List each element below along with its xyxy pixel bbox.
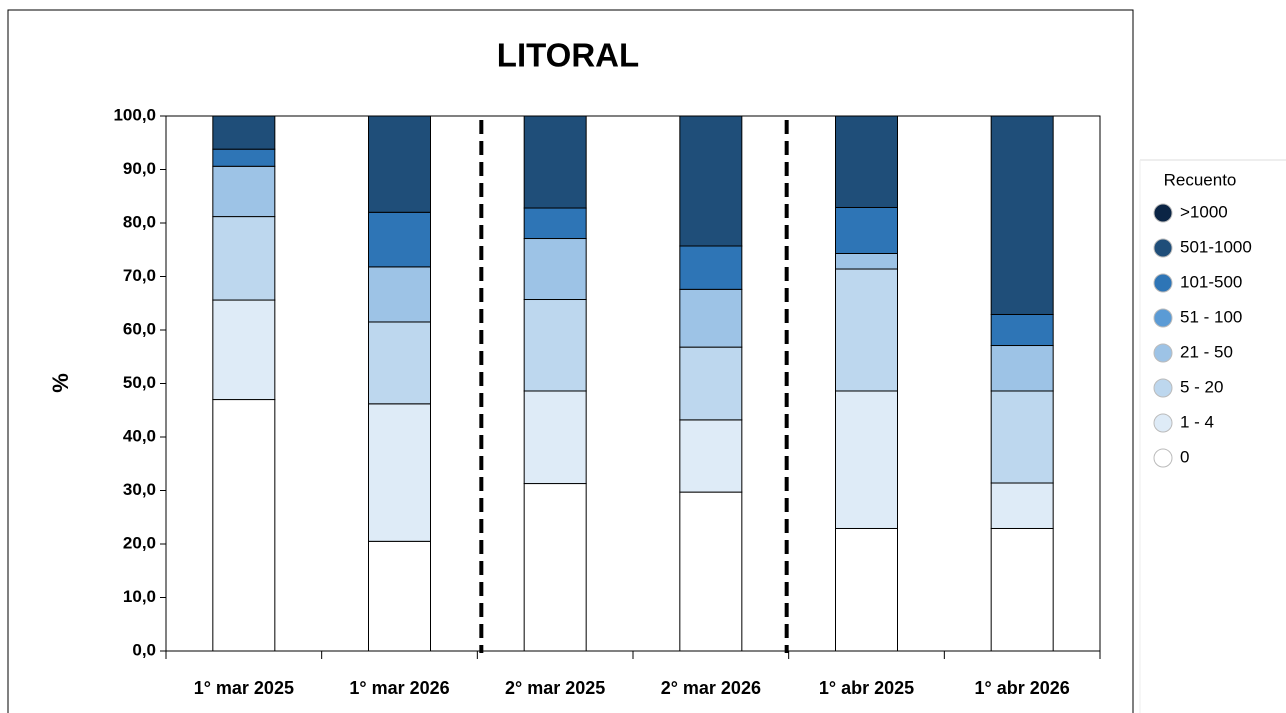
bar-segment [990, 115, 1054, 315]
x-tick-label: 2° mar 2026 [661, 678, 761, 698]
bar-segment [835, 206, 898, 254]
y-tick-label: 20,0 [123, 533, 156, 552]
legend-label: >1000 [1180, 202, 1228, 221]
bar-segment [990, 527, 1054, 652]
bar-segment [679, 346, 743, 421]
bar-segment [368, 211, 431, 268]
bar-segment [679, 245, 743, 290]
bar-segment [523, 483, 587, 652]
legend-swatch [1153, 378, 1173, 398]
x-tick-label: 1° mar 2026 [349, 678, 449, 698]
legend-swatch [1153, 448, 1173, 468]
bar-segment [523, 115, 587, 209]
y-tick-label: 0,0 [132, 640, 156, 659]
bar-segment [212, 115, 276, 150]
bar-segment [212, 399, 276, 652]
y-axis-label: % [48, 373, 73, 393]
bar-segment [523, 238, 587, 301]
y-tick-label: 100,0 [113, 105, 156, 124]
bar-segment [835, 115, 898, 208]
bar-segment [523, 299, 587, 392]
bar-segment [523, 390, 587, 485]
x-tick-label: 2° mar 2025 [505, 678, 605, 698]
bar-segment [212, 299, 276, 401]
legend-label: 1 - 4 [1180, 412, 1214, 431]
legend-swatch [1153, 308, 1173, 328]
bar-segment [368, 266, 431, 323]
legend-label: 501-1000 [1180, 237, 1252, 256]
bar-segment [835, 252, 898, 270]
y-tick-label: 30,0 [123, 480, 156, 499]
y-tick-label: 50,0 [123, 373, 156, 392]
y-tick-label: 70,0 [123, 266, 156, 285]
y-tick-label: 40,0 [123, 426, 156, 445]
bar-segment [835, 527, 898, 652]
bar-segment [679, 419, 743, 493]
legend-label: 5 - 20 [1180, 377, 1223, 396]
y-tick-label: 10,0 [123, 587, 156, 606]
bar-segment [990, 482, 1054, 529]
bar-segment [212, 148, 276, 167]
legend-swatch [1153, 413, 1173, 433]
x-tick-label: 1° abr 2025 [819, 678, 914, 698]
bar-segment [990, 313, 1054, 347]
y-tick-label: 80,0 [123, 212, 156, 231]
x-tick-label: 1° mar 2025 [194, 678, 294, 698]
y-tick-label: 90,0 [123, 159, 156, 178]
bar-segment [990, 390, 1054, 484]
legend-swatch [1153, 203, 1173, 223]
legend-label: 21 - 50 [1180, 342, 1233, 361]
x-tick-label: 1° abr 2026 [975, 678, 1070, 698]
bar-segment [368, 321, 431, 405]
bar-segment [212, 165, 276, 218]
bar-segment [835, 390, 898, 529]
legend-label: 101-500 [1180, 272, 1242, 291]
bar-segment [990, 345, 1054, 392]
bar-segment [368, 403, 431, 542]
bar-segment [523, 207, 587, 240]
legend-title: Recuento [1164, 170, 1237, 189]
legend-swatch [1153, 238, 1173, 258]
chart-title: LITORAL [497, 37, 639, 74]
legend-label: 0 [1180, 447, 1189, 466]
legend-label: 51 - 100 [1180, 307, 1242, 326]
bar-segment [368, 115, 431, 213]
y-tick-label: 60,0 [123, 319, 156, 338]
bar-segment [835, 268, 898, 392]
bar-segment [679, 115, 743, 247]
bar-segment [212, 216, 276, 301]
bar-segment [679, 491, 743, 652]
bar-segment [679, 288, 743, 348]
legend-swatch [1153, 273, 1173, 293]
bar-segment [368, 540, 431, 652]
legend-swatch [1153, 343, 1173, 363]
